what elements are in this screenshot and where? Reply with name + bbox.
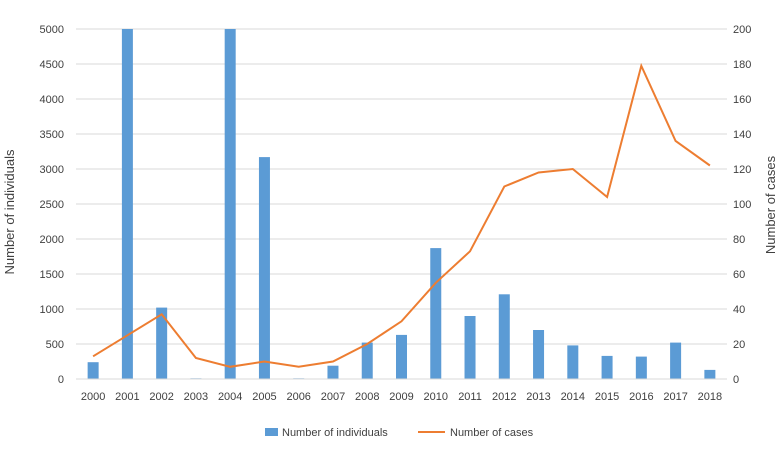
right-tick-label: 140	[733, 129, 751, 141]
bar	[396, 334, 407, 379]
left-tick-label: 2500	[40, 199, 64, 211]
x-tick-label: 2018	[698, 391, 722, 403]
bar	[156, 307, 168, 379]
right-axis-ticks: 0 20 40 60 80 100 120 140 160 180 200	[733, 24, 751, 386]
x-tick-label: 2001	[115, 391, 139, 403]
bar	[670, 342, 682, 379]
bar	[258, 157, 270, 379]
x-tick-label: 2016	[629, 391, 653, 403]
left-axis-title: Number of individuals	[2, 149, 17, 275]
bar	[224, 29, 236, 379]
right-tick-label: 60	[733, 269, 745, 281]
x-tick-label: 2013	[526, 391, 550, 403]
bar	[498, 294, 510, 379]
right-tick-label: 40	[733, 304, 745, 316]
left-tick-label: 3000	[40, 164, 64, 176]
x-tick-label: 2000	[81, 391, 105, 403]
x-tick-label: 2005	[252, 391, 276, 403]
x-tick-label: 2011	[458, 391, 482, 403]
bar	[464, 316, 476, 379]
left-tick-label: 0	[58, 374, 64, 386]
legend-swatch-individuals	[265, 428, 278, 436]
left-tick-label: 4500	[40, 59, 64, 71]
x-tick-label: 2015	[595, 391, 619, 403]
bar	[635, 356, 647, 379]
x-tick-label: 2012	[492, 391, 516, 403]
gridlines	[76, 28, 727, 345]
legend-label-cases: Number of cases	[450, 427, 534, 439]
x-tick-label: 2007	[321, 391, 345, 403]
left-tick-label: 500	[46, 339, 64, 351]
right-tick-label: 20	[733, 339, 745, 351]
x-tick-label: 2004	[218, 391, 242, 403]
right-tick-label: 120	[733, 164, 751, 176]
left-tick-label: 1000	[40, 304, 64, 316]
left-tick-label: 5000	[40, 24, 64, 36]
bar	[704, 369, 716, 379]
right-tick-label: 100	[733, 199, 751, 211]
x-tick-label: 2002	[149, 391, 173, 403]
x-tick-label: 2017	[663, 391, 687, 403]
x-tick-label: 2006	[286, 391, 310, 403]
bar	[121, 29, 133, 379]
bar	[327, 365, 339, 379]
x-tick-label: 2009	[389, 391, 413, 403]
line-series-cases	[92, 62, 711, 368]
legend: Number of individuals Number of cases	[265, 427, 534, 439]
x-axis-ticks: 2000 2001 2002 2003 2004 2005 2006 2007 2008 2009…	[81, 391, 722, 403]
x-tick-label: 2008	[355, 391, 379, 403]
right-tick-label: 200	[733, 24, 751, 36]
bar-series-individuals	[87, 29, 716, 379]
right-tick-label: 80	[733, 234, 745, 246]
left-tick-label: 3500	[40, 129, 64, 141]
bar	[567, 345, 579, 379]
legend-label-individuals: Number of individuals	[282, 427, 388, 439]
right-tick-label: 180	[733, 59, 751, 71]
left-tick-label: 4000	[40, 94, 64, 106]
bar	[533, 330, 545, 379]
right-axis-title: Number of cases	[763, 155, 778, 254]
x-tick-label: 2014	[561, 391, 585, 403]
bar	[430, 248, 442, 379]
right-tick-label: 160	[733, 94, 751, 106]
right-tick-label: 0	[733, 374, 739, 386]
left-tick-label: 2000	[40, 234, 64, 246]
x-tick-label: 2010	[424, 391, 448, 403]
bar	[87, 362, 99, 379]
bar	[361, 342, 373, 379]
bar	[601, 355, 613, 379]
left-tick-label: 1500	[40, 269, 64, 281]
left-axis-ticks: 0 500 1000 1500 2000 2500 3000 3500 4000 4500 5000	[40, 24, 64, 386]
x-tick-label: 2003	[184, 391, 208, 403]
